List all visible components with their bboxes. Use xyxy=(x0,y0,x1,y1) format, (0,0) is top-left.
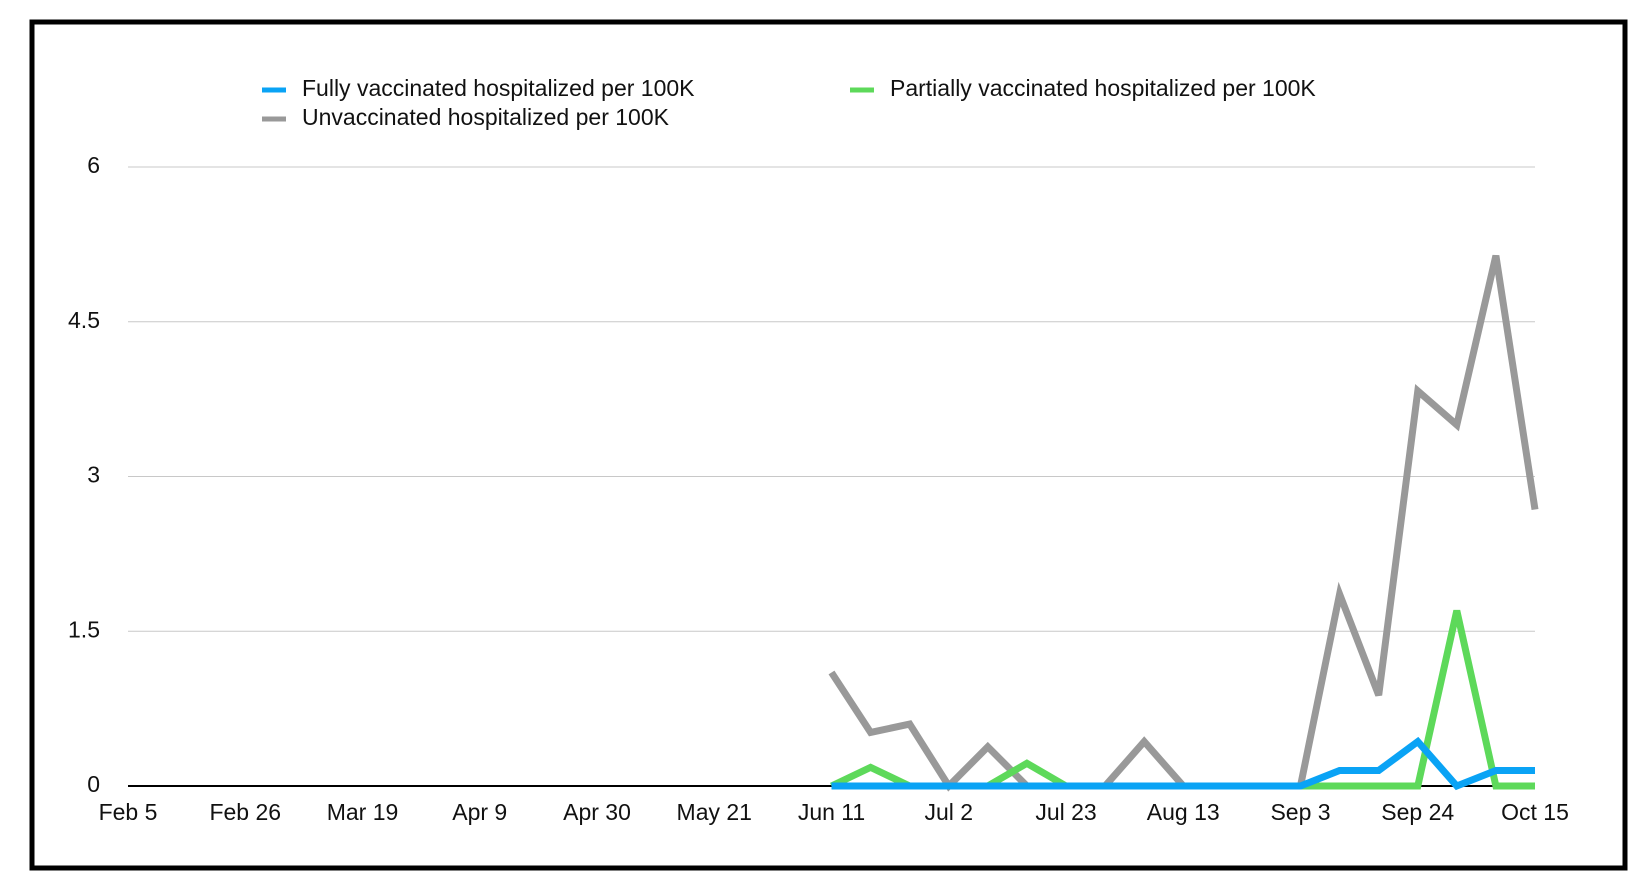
x-tick-label: Sep 3 xyxy=(1270,799,1330,825)
x-tick-label: Apr 30 xyxy=(563,799,631,825)
series-line xyxy=(831,736,1535,791)
x-tick-label: Mar 19 xyxy=(327,799,399,825)
y-tick-label: 1.5 xyxy=(68,616,100,642)
y-tick-label: 0 xyxy=(87,771,100,797)
x-tick-label: Apr 9 xyxy=(452,799,507,825)
x-tick-label: Aug 13 xyxy=(1147,799,1220,825)
y-tick-label: 3 xyxy=(87,462,100,488)
legend-label: Partially vaccinated hospitalized per 10… xyxy=(890,75,1316,101)
x-tick-label: May 21 xyxy=(677,799,752,825)
x-tick-label: Feb 5 xyxy=(99,799,158,825)
frame xyxy=(29,19,1628,871)
y-tick-label: 4.5 xyxy=(68,307,100,333)
x-tick-label: Sep 24 xyxy=(1381,799,1454,825)
x-tick-label: Oct 15 xyxy=(1501,799,1569,825)
y-tick-label: 6 xyxy=(87,152,100,178)
legend-label: Unvaccinated hospitalized per 100K xyxy=(302,104,670,130)
x-tick-label: Feb 26 xyxy=(209,799,281,825)
x-tick-label: Jul 2 xyxy=(924,799,973,825)
x-tick-label: Jul 23 xyxy=(1035,799,1096,825)
legend-label: Fully vaccinated hospitalized per 100K xyxy=(302,75,695,101)
x-tick-label: Jun 11 xyxy=(798,799,865,825)
